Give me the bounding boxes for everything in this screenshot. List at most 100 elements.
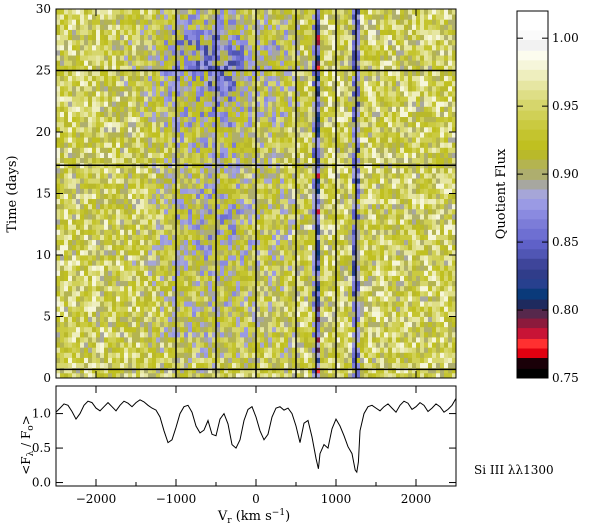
heatmap-cell: [244, 239, 249, 246]
heatmap-cell: [208, 137, 213, 143]
heatmap-cell: [300, 147, 305, 153]
heatmap-cell: [216, 337, 221, 343]
heatmap-cell: [132, 316, 137, 323]
heatmap-cell: [432, 306, 437, 312]
heatmap-cell: [352, 239, 357, 246]
heatmap-cell: [272, 367, 277, 374]
heatmap-cell: [92, 229, 97, 235]
heatmap-cell: [260, 367, 265, 374]
heatmap-cell: [156, 255, 161, 261]
heatmap-cell: [208, 362, 213, 369]
heatmap-cell: [176, 347, 181, 353]
heatmap-cell: [268, 280, 273, 287]
heatmap-cell: [412, 152, 417, 159]
heatmap-cell: [364, 270, 369, 276]
heatmap-cell: [264, 152, 269, 159]
heatmap-cell: [440, 203, 445, 210]
heatmap-cell: [68, 337, 73, 343]
heatmap-cell: [172, 306, 177, 312]
heatmap-cell: [452, 347, 457, 353]
heatmap-cell: [404, 331, 409, 338]
heatmap-cell: [292, 188, 297, 194]
heatmap-cell: [132, 147, 137, 153]
heatmap-cell: [152, 126, 157, 133]
heatmap-cell: [432, 126, 437, 133]
heatmap-cell: [300, 275, 305, 282]
heatmap-cell: [128, 306, 133, 312]
heatmap-cell: [68, 173, 73, 179]
heatmap-cell: [140, 249, 145, 256]
heatmap-cell: [440, 285, 445, 292]
heatmap-cell: [160, 337, 165, 343]
heatmap-cell: [404, 337, 409, 343]
heatmap-cell: [140, 193, 145, 200]
heatmap-cell: [108, 285, 113, 292]
heatmap-cell: [292, 152, 297, 159]
heatmap-cell: [100, 296, 105, 302]
heatmap-cell: [256, 331, 261, 338]
heatmap-cell: [292, 198, 297, 205]
heatmap-cell: [448, 229, 453, 235]
heatmap-cell: [356, 249, 361, 256]
heatmap-cell: [236, 132, 241, 138]
heatmap-cell: [288, 326, 293, 333]
heatmap-cell: [404, 188, 409, 194]
heatmap-cell: [172, 275, 177, 282]
heatmap-cell: [340, 372, 345, 379]
heatmap-cell: [436, 219, 441, 225]
heatmap-cell: [228, 198, 233, 205]
heatmap-cell: [136, 301, 141, 307]
heatmap-cell: [184, 167, 189, 174]
heatmap-cell: [204, 362, 209, 369]
heatmap-cell: [424, 326, 429, 333]
heatmap-cell: [188, 178, 193, 184]
heatmap-cell: [396, 147, 401, 153]
heatmap-cell: [208, 229, 213, 235]
heatmap-cell: [84, 275, 89, 282]
heatmap-cell: [148, 265, 153, 271]
heatmap-cell: [416, 244, 421, 251]
heatmap-cell: [88, 311, 93, 317]
heatmap-cell: [224, 321, 229, 328]
heatmap-cell: [128, 239, 133, 246]
heatmap-cell: [316, 285, 321, 292]
heatmap-cell: [88, 244, 93, 251]
heatmap-cell: [264, 142, 269, 148]
heatmap-cell: [220, 167, 225, 174]
heatmap-cell: [424, 193, 429, 200]
heatmap-cell: [72, 167, 77, 174]
heatmap-cell: [164, 229, 169, 235]
heatmap-cell: [328, 239, 333, 246]
heatmap-cell: [268, 244, 273, 251]
heatmap-cell: [140, 331, 145, 338]
heatmap-cell: [364, 372, 369, 379]
heatmap-cell: [184, 367, 189, 374]
heatmap-cell: [96, 352, 101, 358]
heatmap-cell: [132, 188, 137, 194]
heatmap-cell: [76, 173, 81, 179]
heatmap-cell: [268, 137, 273, 143]
heatmap-cell: [136, 265, 141, 271]
heatmap-cell: [276, 311, 281, 317]
heatmap-cell: [336, 244, 341, 251]
heatmap-cell: [168, 337, 173, 343]
heatmap-cell: [104, 208, 109, 215]
heatmap-cell: [224, 244, 229, 251]
heatmap-cell: [120, 296, 125, 302]
heatmap-cell: [80, 367, 85, 374]
heatmap-cell: [352, 342, 357, 348]
heatmap-cell: [64, 285, 69, 292]
heatmap-cell: [316, 121, 321, 128]
heatmap-cell: [100, 265, 105, 271]
heatmap-cell: [288, 255, 293, 261]
heatmap-cell: [436, 290, 441, 297]
heatmap-cell: [176, 260, 181, 266]
heatmap-cell: [236, 326, 241, 333]
heatmap-cell: [156, 326, 161, 333]
heatmap-cell: [196, 311, 201, 317]
heatmap-cell: [260, 198, 265, 205]
heatmap-cell: [260, 331, 265, 338]
heatmap-cell: [216, 352, 221, 358]
heatmap-cell: [176, 203, 181, 210]
